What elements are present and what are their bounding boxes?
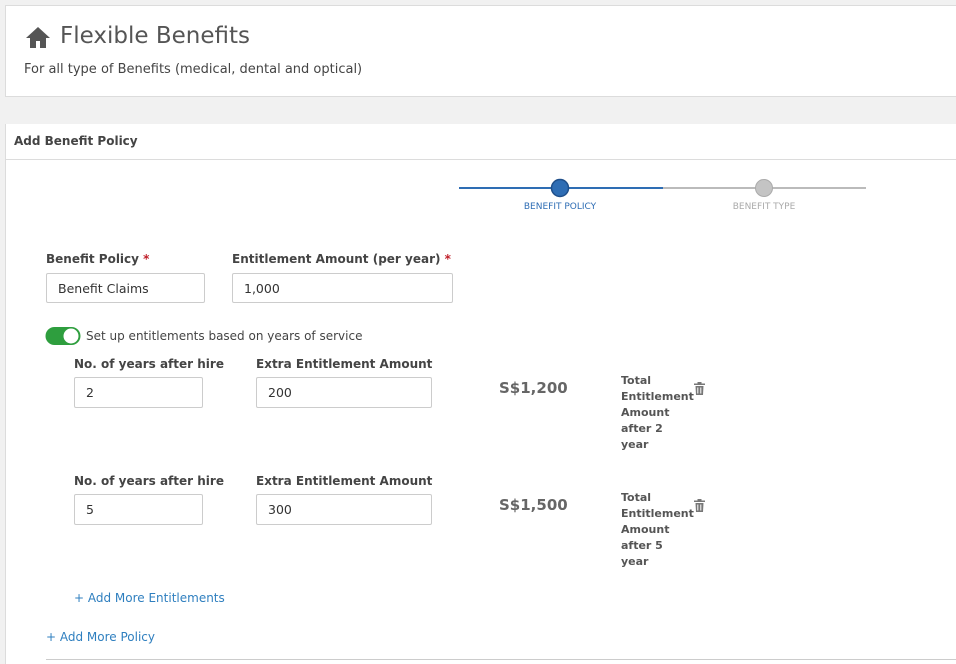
divider [46,659,956,660]
header-card: Flexible Benefits For all type of Benefi… [5,5,956,97]
label-text: Benefit Policy [46,252,139,266]
delete-button[interactable] [694,497,705,512]
text-input[interactable]: 5 [74,494,203,525]
add-policy-link[interactable]: + Add More Policy [46,630,155,644]
text-input[interactable]: 300 [256,494,432,525]
field-label: No. of years after hire [74,357,224,371]
home-icon [26,27,50,48]
step-dot[interactable] [755,179,773,197]
total-amount: S$1,200 [499,379,568,397]
label-text: Entitlement Amount (per year) [232,252,441,266]
field-label: Extra Entitlement Amount [256,474,433,488]
total-note: Total Entitlement Amount after 2 year [621,374,694,451]
required-mark: * [143,252,150,266]
page-subtitle: For all type of Benefits (medical, denta… [24,62,363,77]
toggle-switch[interactable] [45,326,81,346]
toggle-label: Set up entitlements based on years of se… [86,329,363,343]
page-title: Flexible Benefits [60,23,250,49]
field-label: No. of years after hire [74,474,224,488]
text-input[interactable]: 1,000 [232,273,453,303]
required-mark: * [444,252,451,266]
panel-header: Add Benefit Policy [6,124,956,160]
panel-title: Add Benefit Policy [14,134,138,148]
total-amount: S$1,500 [499,496,568,514]
total-note: Total Entitlement Amount after 5 year [621,491,694,568]
delete-button[interactable] [694,380,705,395]
text-input[interactable]: 2 [74,377,203,408]
step-label: BENEFIT TYPE [732,202,796,212]
step-dot-active[interactable] [550,178,570,198]
step-label: BENEFIT POLICY [523,202,597,212]
field-label: Extra Entitlement Amount [256,357,433,371]
field-label: Entitlement Amount (per year) * [232,252,451,266]
add-entitlements-link[interactable]: + Add More Entitlements [74,591,225,605]
text-input[interactable]: 200 [256,377,432,408]
stepper [459,178,866,198]
text-input[interactable]: Benefit Claims [46,273,205,303]
field-label: Benefit Policy * [46,252,149,266]
